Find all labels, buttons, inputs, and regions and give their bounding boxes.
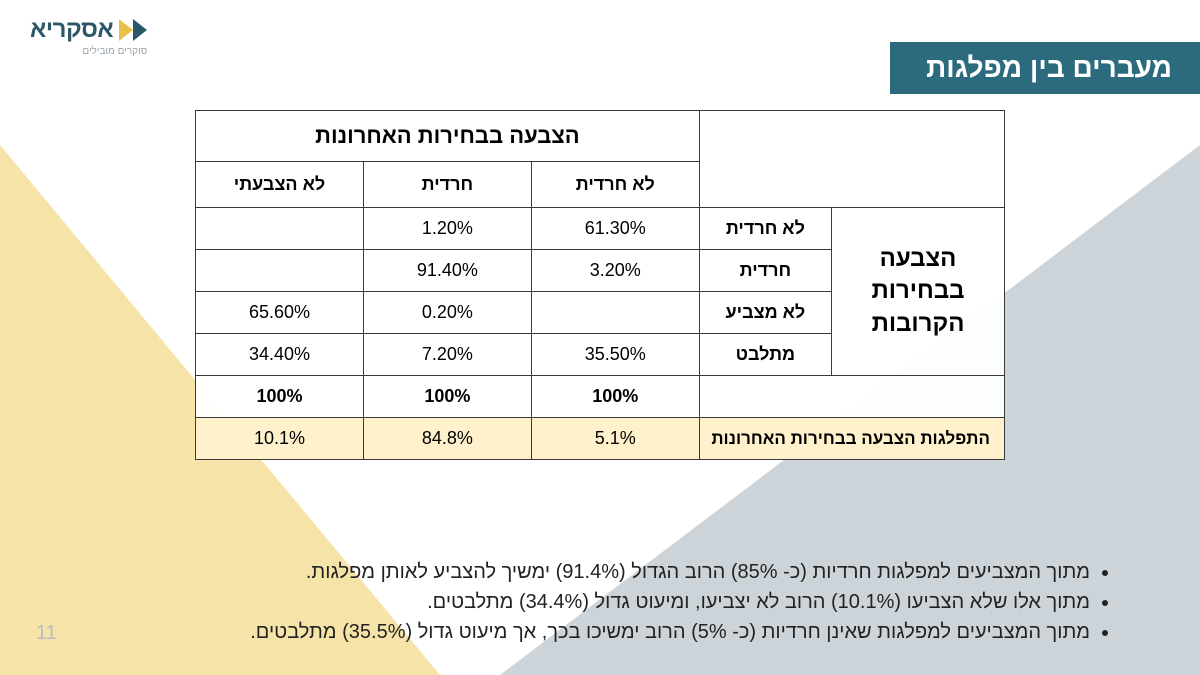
row-header: לא מצביע [699, 292, 831, 334]
transition-table: הצבעה בבחירות האחרונות לא חרדית חרדית לא… [195, 110, 1005, 460]
bullet-item: מתוך המצביעים למפלגות שאינן חרדיות (כ- 5… [72, 617, 1090, 647]
bullet-list: מתוך המצביעים למפלגות חרדיות (כ- 85%) הר… [72, 557, 1112, 647]
totals-label [699, 376, 1004, 418]
distribution-cell: 10.1% [196, 418, 364, 460]
cell: 0.20% [363, 292, 531, 334]
bullet-item: מתוך אלו שלא הצביעו (10.1%) הרוב לא יצבי… [72, 587, 1090, 617]
cell: 3.20% [531, 250, 699, 292]
cell: 61.30% [531, 208, 699, 250]
distribution-cell: 5.1% [531, 418, 699, 460]
logo-text: אסקריא [30, 16, 113, 44]
cell: 7.20% [363, 334, 531, 376]
row-super-header: הצבעה בבחירות הקרובות [832, 208, 1005, 376]
page-number: 11 [36, 622, 57, 645]
total-cell: 100% [531, 376, 699, 418]
cell [196, 250, 364, 292]
row-header: חרדית [699, 250, 831, 292]
cell [196, 208, 364, 250]
cell: 35.50% [531, 334, 699, 376]
cell: 1.20% [363, 208, 531, 250]
distribution-cell: 84.8% [363, 418, 531, 460]
slide-title: מעברים בין מפלגות [890, 42, 1200, 94]
row-header: מתלבט [699, 334, 831, 376]
bullet-item: מתוך המצביעים למפלגות חרדיות (כ- 85%) הר… [72, 557, 1090, 587]
col-header: חרדית [363, 162, 531, 208]
logo-subtitle: סוקרים מובילים [30, 46, 147, 57]
cell: 65.60% [196, 292, 364, 334]
col-header: לא חרדית [531, 162, 699, 208]
logo-mark-icon [119, 19, 147, 41]
cell: 34.40% [196, 334, 364, 376]
col-super-header: הצבעה בבחירות האחרונות [196, 111, 700, 162]
cell [531, 292, 699, 334]
cell: 91.40% [363, 250, 531, 292]
distribution-label: התפלגות הצבעה בבחירות האחרונות [699, 418, 1004, 460]
col-header: לא הצבעתי [196, 162, 364, 208]
total-cell: 100% [363, 376, 531, 418]
row-header: לא חרדית [699, 208, 831, 250]
brand-logo: אסקריא סוקרים מובילים [30, 16, 147, 57]
total-cell: 100% [196, 376, 364, 418]
